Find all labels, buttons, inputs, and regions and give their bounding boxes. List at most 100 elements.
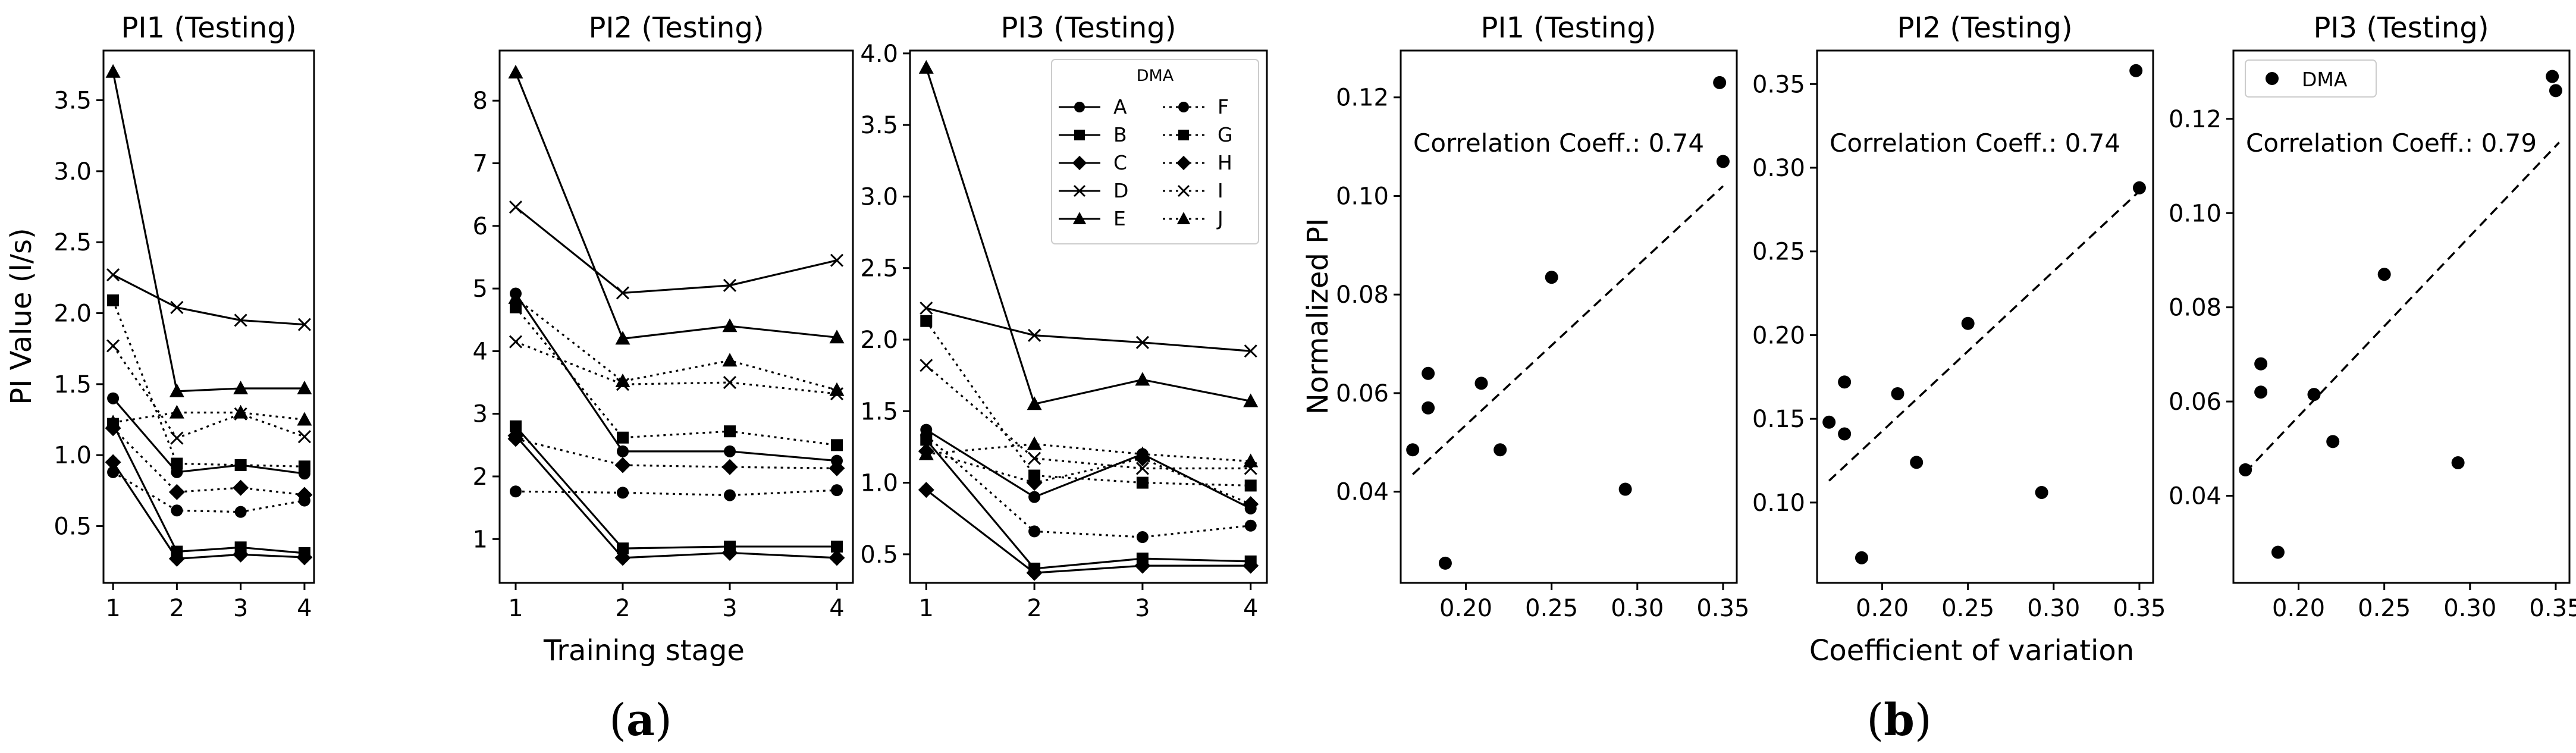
x-tick-label: 0.30 — [2443, 595, 2496, 622]
x-tick-label: 0.30 — [2027, 595, 2080, 622]
legend-marker-I — [1177, 184, 1190, 197]
x-tick-label: 0.20 — [1856, 595, 1909, 622]
series-line-F — [925, 434, 1251, 538]
y-tick-label: 0.04 — [1336, 479, 1389, 506]
y-tick-label: 1 — [473, 526, 488, 553]
point-E — [722, 318, 738, 332]
point-E — [169, 383, 184, 397]
panel-label-b: (b) — [1866, 695, 1932, 746]
x-tick-label: 4 — [297, 595, 312, 622]
point-F — [171, 504, 183, 517]
y-axis-label: Normalized PI — [1301, 218, 1335, 415]
legend-marker-F — [1178, 102, 1189, 112]
point-J — [508, 290, 523, 304]
point-G — [1244, 479, 1257, 492]
x-tick-label: 0.35 — [2529, 595, 2576, 622]
plot-frame — [2232, 49, 2571, 584]
point-H — [233, 479, 249, 496]
series-line-C — [112, 462, 305, 560]
x-tick-label: 0.25 — [1525, 595, 1578, 622]
legend-label-D: D — [1113, 179, 1128, 202]
series-line-I — [112, 345, 305, 440]
line-chart-pi2: PI2 (Testing) Training stage 1 2 3 4 1 2 3 4 5 6 7… — [473, 11, 854, 667]
scatter-marks — [1822, 64, 2146, 564]
x-tick-label: 4 — [1243, 595, 1258, 622]
point-J — [1135, 446, 1150, 460]
point-J — [918, 446, 934, 460]
point-G — [724, 425, 736, 438]
y-tick-label: 0.5 — [54, 513, 92, 541]
axis-ticks: 1 2 3 4 0.5 1.0 1.5 2.0 2.5 3.0 3.5 — [54, 87, 312, 622]
point-F — [831, 484, 843, 497]
point-A — [617, 445, 629, 457]
scatter-point — [1822, 415, 1836, 429]
series-line-C — [925, 489, 1251, 574]
y-tick-label: 2.0 — [860, 327, 898, 354]
scatter-point — [1422, 366, 1435, 380]
chart-title: PI2 (Testing) — [588, 11, 764, 45]
x-tick-label: 4 — [829, 595, 844, 622]
axis-ticks: 0.20 0.25 0.30 0.35 0.04 0.06 0.08 0.10 0.12 — [1336, 84, 1750, 622]
point-G — [920, 315, 933, 327]
x-tick-label: 0.30 — [1611, 595, 1664, 622]
point-F — [920, 429, 933, 442]
point-H — [829, 460, 845, 476]
scatter-point — [1545, 271, 1558, 284]
legend-marker-J — [1176, 212, 1191, 224]
point-C — [168, 550, 185, 567]
scatter-point — [2307, 388, 2321, 401]
series-line-J — [515, 297, 837, 391]
point-C — [1134, 557, 1151, 574]
series-marks — [507, 64, 845, 566]
series-line-D — [514, 206, 837, 294]
legend-label-B: B — [1113, 123, 1127, 146]
point-G — [831, 439, 843, 451]
point-B — [831, 540, 843, 553]
x-tick-label: 1 — [105, 595, 120, 622]
legend-label-G: G — [1218, 123, 1233, 146]
legend-label: DMA — [2302, 68, 2348, 91]
scatter-point — [1406, 443, 1420, 457]
legend-label-A: A — [1113, 95, 1127, 118]
x-tick-label: 1 — [919, 595, 934, 622]
scatter-point — [2254, 385, 2268, 399]
point-I — [170, 431, 184, 445]
legend-marker-H — [1176, 155, 1191, 171]
point-F — [724, 489, 736, 501]
y-tick-label: 4.0 — [860, 40, 898, 68]
point-C — [614, 550, 631, 566]
point-I — [920, 359, 933, 372]
plot-frame — [1400, 49, 1738, 584]
series-line-B — [112, 423, 305, 554]
point-E — [615, 331, 630, 345]
y-tick-label: 0.10 — [2169, 200, 2222, 227]
point-G — [1136, 476, 1149, 489]
series-line-H — [925, 450, 1251, 506]
trend-line — [2244, 142, 2560, 473]
point-F — [1028, 525, 1041, 538]
point-H — [1026, 475, 1043, 491]
point-I — [1135, 462, 1149, 475]
series-line-B — [514, 425, 837, 550]
point-F — [107, 466, 120, 478]
point-H — [507, 431, 524, 447]
point-I — [509, 335, 523, 349]
series-line-A — [112, 397, 305, 475]
scatter-point — [1438, 556, 1452, 570]
scatter-point — [1961, 316, 1975, 330]
legend-marker — [2266, 72, 2279, 85]
point-A — [724, 445, 736, 457]
point-D — [920, 302, 933, 315]
series-marks — [105, 64, 313, 567]
scatter-point — [2132, 181, 2146, 194]
series-line-G — [925, 320, 1251, 487]
chart-title: PI1 (Testing) — [121, 11, 296, 45]
y-tick-label: 1.0 — [54, 442, 92, 469]
point-D — [297, 318, 311, 331]
point-A — [1028, 491, 1041, 503]
axis-ticks: 0.20 0.25 0.30 0.35 0.10 0.15 0.20 0.25 0.30 0.35 — [1752, 71, 2166, 622]
y-tick-label: 0.30 — [1752, 155, 1805, 182]
scatter-point — [2549, 84, 2562, 98]
